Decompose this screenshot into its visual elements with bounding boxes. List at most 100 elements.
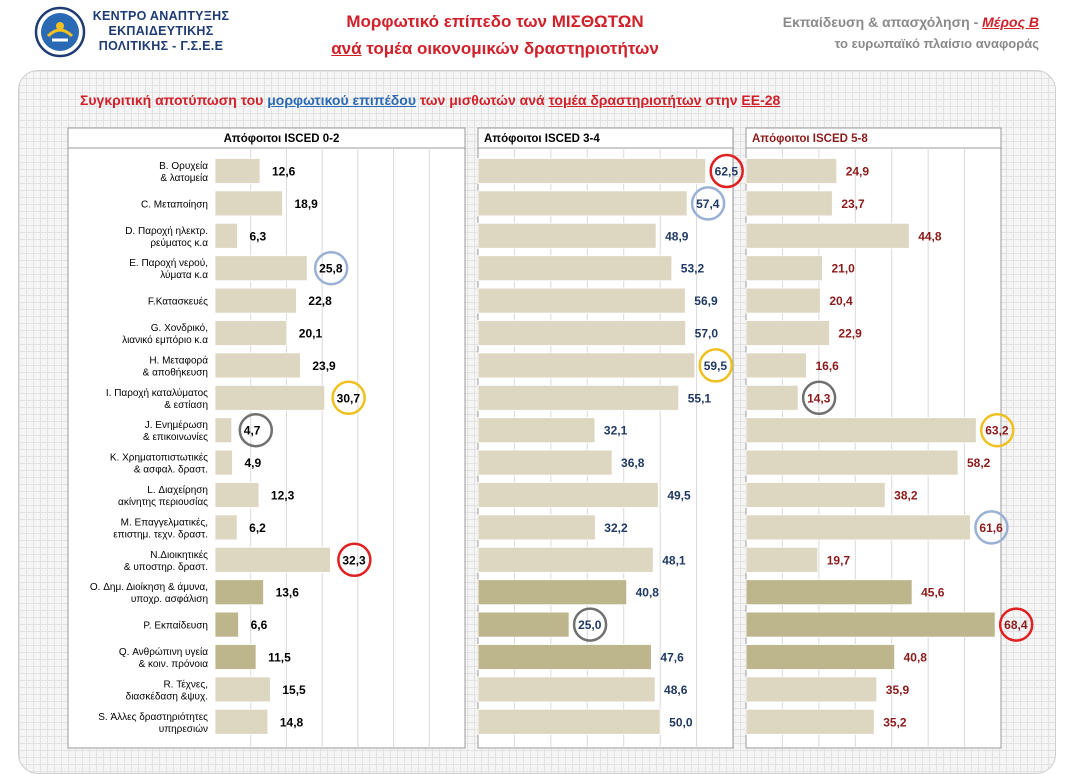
- chart-panel-3: Απόφοιτοι ISCED 5-8 24,9 23,7 44,8 21,0 20,4 2…: [745, 127, 1034, 749]
- category-label: Q. Ανθρώπινη υγεία: [119, 646, 208, 658]
- value-label: 59,5: [704, 359, 728, 373]
- category-label: S. Άλλες δραστηριότητες: [98, 711, 208, 723]
- value-label: 63,2: [985, 424, 1009, 438]
- bar: [477, 611, 570, 638]
- value-label: 20,1: [299, 327, 323, 341]
- bar: [214, 190, 283, 217]
- value-label: 53,2: [681, 262, 705, 276]
- panel-header: [67, 127, 466, 149]
- value-label: 57,4: [696, 197, 720, 211]
- category-label: λιανικό εμπόριο κ.α: [122, 334, 208, 346]
- bar: [745, 579, 913, 606]
- subtitle-p5: τομέα δραστηριοτήτων: [548, 92, 702, 108]
- value-label: 49,5: [667, 489, 691, 503]
- value-label: 20,4: [829, 294, 853, 308]
- highlight-circle: [979, 412, 1015, 448]
- series-title: Απόφοιτοι ISCED 0-2: [224, 133, 340, 145]
- category-label: & αποθήκευση: [143, 366, 208, 378]
- category-label: D. Παροχή ηλεκτρ.: [125, 225, 208, 237]
- category-label: & εστίαση: [164, 399, 208, 411]
- bar: [214, 449, 233, 476]
- chart-subtitle: Συγκριτική αποτύπωση του μορφωτικού επιπ…: [80, 92, 780, 108]
- bar: [745, 320, 830, 346]
- chart-panel-1: Απόφοιτοι ISCED 0-2 12,6 18,9 6,3 25,8 22,8 20…: [67, 127, 466, 749]
- value-label: 56,9: [694, 294, 718, 308]
- bar: [745, 611, 996, 638]
- value-label: 62,5: [715, 165, 739, 179]
- series-title: Απόφοιτοι ISCED 3-4: [484, 133, 600, 145]
- section-part: Μέρος Β: [982, 14, 1039, 30]
- value-label: 25,8: [319, 262, 343, 276]
- category-label: C. Μεταποίηση: [141, 198, 208, 210]
- bar: [214, 320, 288, 346]
- bar: [214, 611, 239, 638]
- value-label: 36,8: [621, 456, 645, 470]
- series-title: Απόφοιτοι ISCED 5-8: [752, 133, 868, 145]
- value-label: 57,0: [695, 327, 719, 341]
- category-label: E. Παροχή νερού,: [129, 257, 208, 269]
- category-label: υπηρεσιών: [159, 723, 208, 735]
- value-label: 22,9: [838, 327, 862, 341]
- value-label: 12,3: [271, 489, 295, 503]
- category-label: J. Ενημέρωση: [145, 419, 208, 431]
- highlight-circle: [690, 186, 726, 221]
- value-label: 19,7: [827, 553, 851, 567]
- bar: [477, 320, 687, 346]
- value-label: 32,1: [604, 424, 628, 438]
- value-label: 38,2: [894, 489, 918, 503]
- value-label: 21,0: [832, 262, 856, 276]
- category-label: G. Χονδρικό,: [151, 322, 208, 334]
- value-label: 15,5: [282, 683, 306, 697]
- highlight-circle: [572, 607, 608, 642]
- category-label: ρεύματος κ.α: [150, 237, 208, 249]
- value-label: 35,2: [883, 715, 907, 729]
- org-line-2: ΕΚΠΑΙΔΕΥΤΙΚΗΣ: [108, 24, 214, 38]
- bar: [214, 676, 271, 703]
- value-label: 58,2: [967, 456, 991, 470]
- panel-header: [477, 127, 734, 149]
- panel-header: [745, 127, 1002, 149]
- bar: [214, 222, 238, 249]
- bar: [214, 482, 260, 508]
- value-label: 40,8: [636, 586, 660, 600]
- category-label: F.Κατασκευές: [148, 296, 208, 308]
- value-label: 4,9: [245, 456, 262, 470]
- bar: [477, 514, 596, 541]
- bar: [477, 417, 596, 444]
- bar: [745, 417, 977, 444]
- bar: [214, 546, 331, 573]
- value-label: 4,7: [244, 424, 261, 438]
- bar: [214, 384, 326, 411]
- category-label: O. Δημ. Διοίκηση & άμυνα,: [90, 581, 208, 593]
- bar: [477, 158, 707, 184]
- org-line-1: ΚΕΝΤΡΟ ΑΝΑΠΤΥΞΗΣ: [92, 9, 230, 23]
- value-label: 45,6: [921, 586, 945, 600]
- value-label: 24,9: [846, 165, 870, 179]
- category-label: & ασφαλ. δραστ.: [134, 465, 208, 476]
- value-label: 61,6: [979, 521, 1003, 535]
- bar: [745, 449, 959, 476]
- bar: [477, 352, 696, 379]
- bar: [214, 287, 297, 314]
- highlight-circle: [801, 380, 837, 416]
- bar: [745, 676, 878, 703]
- org-line-3: ΠΟΛΙΤΙΚΗΣ - Γ.Σ.Ε.Ε: [98, 39, 224, 53]
- chart-panel-2: Απόφοιτοι ISCED 3-4 62,5 57,4 48,9 53,2 56,9 5…: [477, 127, 744, 749]
- value-label: 25,0: [578, 618, 602, 632]
- bar: [745, 222, 910, 249]
- bar: [477, 449, 613, 476]
- category-label: & υποστηρ. δραστ.: [124, 562, 208, 573]
- bar: [214, 158, 261, 184]
- bar: [214, 255, 308, 282]
- bar: [745, 644, 896, 670]
- bar: [214, 708, 269, 735]
- bar: [214, 514, 238, 541]
- category-label: H. Μεταφορά: [149, 354, 208, 366]
- category-label: N.Διοικητικές: [150, 549, 208, 561]
- bar: [745, 708, 875, 735]
- category-label: διασκέδαση &ψυχ.: [126, 690, 208, 702]
- title-line-2-rest: τομέα οικονομικών δραστηριοτήτων: [361, 39, 659, 58]
- section-sublabel: το ευρωπαϊκό πλαίσιο αναφοράς: [834, 36, 1039, 51]
- subtitle-p7: ΕΕ-28: [741, 92, 781, 108]
- category-label: & επικοινωνίες: [143, 431, 208, 443]
